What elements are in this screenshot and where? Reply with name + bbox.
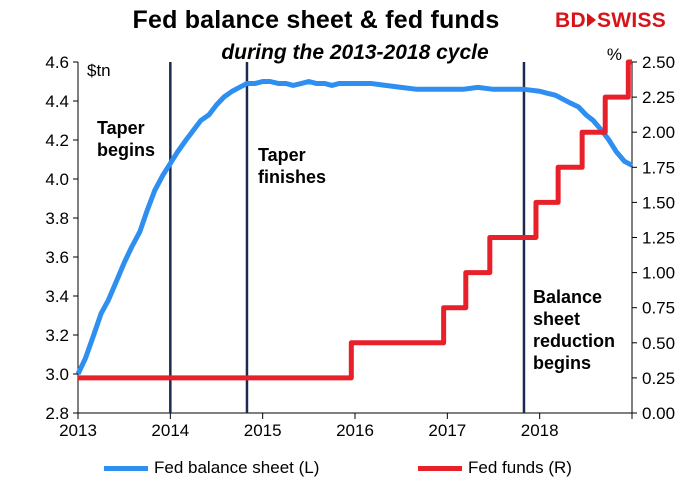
annotation-text: finishes [258, 167, 326, 187]
x-tick-label: 2016 [336, 421, 374, 440]
left-tick-label: 3.6 [45, 248, 69, 267]
annotation-text: Balance [533, 287, 602, 307]
left-axis-unit: $tn [87, 61, 111, 80]
left-tick-label: 3.8 [45, 209, 69, 228]
left-tick-label: 4.2 [45, 131, 69, 150]
fed-funds-line [78, 59, 632, 381]
right-tick-label: 1.00 [642, 264, 675, 283]
legend-label-fed-funds: Fed funds (R) [468, 458, 572, 477]
axis-ticks: 2013 2014 2015 2016 2017 2018 2.8 3.0 3.2 3.4 3.6 3… [45, 45, 675, 440]
legend-item-balance-sheet: Fed balance sheet (L) [104, 458, 319, 478]
legend: Fed balance sheet (L) Fed funds (R) [0, 458, 700, 488]
right-tick-label: 1.75 [642, 158, 675, 177]
series-layer [75, 59, 634, 381]
x-tick-label: 2014 [151, 421, 189, 440]
right-tick-label: 0.50 [642, 334, 675, 353]
annotation-text: begins [97, 140, 155, 160]
right-tick-label: 2.50 [642, 53, 675, 72]
right-axis-unit: % [607, 45, 622, 64]
right-tick-label: 2.00 [642, 123, 675, 142]
annotation-text: begins [533, 353, 591, 373]
legend-item-fed-funds: Fed funds (R) [418, 458, 572, 478]
event-markers [169, 62, 526, 413]
balance-sheet-line [75, 79, 634, 376]
right-tick-label: 1.25 [642, 229, 675, 248]
right-tick-label: 0.75 [642, 299, 675, 318]
legend-swatch-balance-sheet [104, 465, 148, 471]
annotation-text: reduction [533, 331, 615, 351]
logo-arrow-icon [586, 12, 596, 27]
left-tick-label: 4.6 [45, 53, 69, 72]
x-tick-label: 2015 [244, 421, 282, 440]
bdswiss-logo: BD SWISS [555, 9, 666, 33]
x-tick-label: 2018 [521, 421, 559, 440]
chart-title: Fed balance sheet & fed funds [132, 6, 500, 34]
right-tick-label: 0.00 [642, 404, 675, 423]
left-tick-label: 4.0 [45, 170, 69, 189]
legend-swatch-fed-funds [418, 465, 462, 471]
right-tick-label: 1.50 [642, 193, 675, 212]
right-tick-label: 0.25 [642, 369, 675, 388]
left-tick-label: 3.2 [45, 326, 69, 345]
x-tick-label: 2013 [59, 421, 97, 440]
logo-text-right: SWISS [596, 9, 667, 32]
annotation-text: Taper [97, 118, 145, 138]
annotation-text: Taper [258, 145, 306, 165]
left-tick-label: 2.8 [45, 404, 69, 423]
x-tick-label: 2017 [428, 421, 466, 440]
annotation-text: sheet [533, 309, 580, 329]
left-tick-label: 3.4 [45, 287, 69, 306]
left-tick-label: 3.0 [45, 365, 69, 384]
logo-text-left: BD [555, 9, 586, 32]
chart-subtitle: during the 2013-2018 cycle [221, 41, 489, 64]
legend-label-balance-sheet: Fed balance sheet (L) [154, 458, 320, 477]
right-tick-label: 2.25 [642, 88, 675, 107]
left-tick-label: 4.4 [45, 92, 69, 111]
